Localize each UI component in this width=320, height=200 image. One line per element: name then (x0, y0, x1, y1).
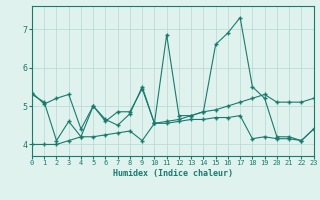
X-axis label: Humidex (Indice chaleur): Humidex (Indice chaleur) (113, 169, 233, 178)
